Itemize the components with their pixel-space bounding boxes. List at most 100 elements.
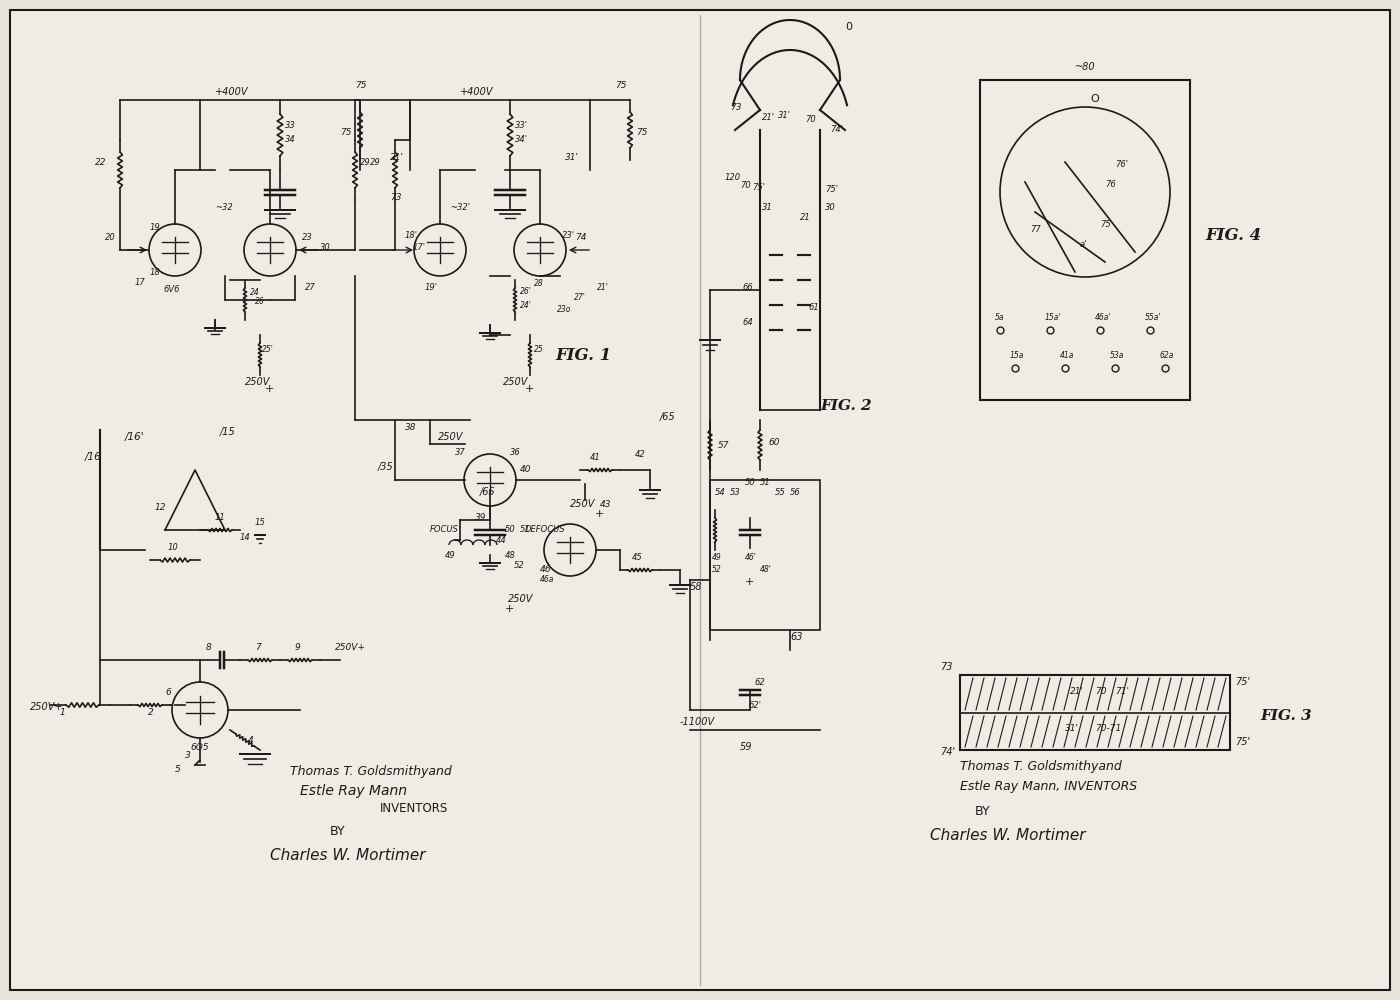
Text: -1100V: -1100V [680, 717, 715, 727]
Text: 70-71: 70-71 [1095, 724, 1121, 733]
Text: ~32': ~32' [449, 203, 470, 212]
Text: 29: 29 [370, 158, 381, 167]
Text: 21: 21 [799, 213, 811, 222]
Text: 50: 50 [745, 478, 756, 487]
Text: 27: 27 [305, 283, 316, 292]
Text: 58: 58 [690, 582, 703, 592]
Text: 250V: 250V [438, 432, 463, 442]
Text: 21': 21' [762, 113, 776, 122]
Text: 75: 75 [615, 81, 627, 90]
Text: 75': 75' [825, 185, 839, 194]
Text: 15a': 15a' [1044, 313, 1061, 322]
Text: 250V: 250V [245, 377, 270, 387]
Text: 26: 26 [255, 297, 265, 306]
Text: 39: 39 [475, 513, 487, 522]
Text: 49: 49 [445, 551, 456, 560]
Text: 23o: 23o [557, 305, 571, 314]
Text: 5: 5 [175, 765, 181, 774]
Text: 42: 42 [636, 450, 645, 459]
Text: 76: 76 [1105, 180, 1116, 189]
Text: 77: 77 [1030, 225, 1040, 234]
Text: 29: 29 [360, 158, 371, 167]
Text: +: + [505, 604, 514, 614]
Text: 75': 75' [1235, 737, 1250, 747]
Bar [980, 80, 1190, 400]
Text: /35: /35 [378, 462, 393, 472]
Text: /65: /65 [659, 412, 676, 422]
Text: 20: 20 [105, 233, 116, 242]
Text: 31': 31' [566, 153, 580, 162]
Text: /15: /15 [220, 427, 235, 437]
Text: 43: 43 [601, 500, 612, 509]
Text: 11: 11 [216, 513, 225, 522]
Text: 6V6: 6V6 [162, 285, 179, 294]
Text: /16: /16 [85, 452, 102, 462]
Text: 71': 71' [1114, 687, 1128, 696]
Text: 26': 26' [519, 287, 532, 296]
Text: 24: 24 [251, 288, 260, 297]
Text: 75': 75' [752, 183, 764, 192]
Text: BY: BY [974, 805, 991, 818]
Text: 30: 30 [825, 203, 836, 212]
Text: Charles W. Mortimer: Charles W. Mortimer [270, 848, 426, 863]
Bar [710, 480, 820, 630]
Text: Estle Ray Mann, INVENTORS: Estle Ray Mann, INVENTORS [960, 780, 1137, 793]
Text: 51: 51 [760, 478, 771, 487]
Text: 1: 1 [60, 708, 66, 717]
Text: 25: 25 [533, 345, 543, 354]
Text: +: + [595, 509, 605, 519]
Text: a': a' [1079, 240, 1088, 249]
Text: 28: 28 [533, 279, 543, 288]
Text: 55: 55 [776, 488, 785, 497]
Text: 30: 30 [321, 243, 330, 252]
Text: 64: 64 [742, 318, 753, 327]
Text: FOCUS: FOCUS [430, 525, 459, 534]
Text: +: + [525, 384, 535, 394]
Text: 49: 49 [713, 553, 722, 562]
Text: 46a: 46a [540, 575, 554, 584]
Text: 31: 31 [762, 203, 773, 212]
Text: 250V+: 250V+ [335, 643, 365, 652]
Text: FIG. 2: FIG. 2 [820, 399, 872, 413]
Text: 23: 23 [302, 233, 312, 242]
Text: 46: 46 [540, 565, 552, 574]
Text: 73: 73 [939, 662, 952, 672]
Text: Thomas T. Goldsmithyand: Thomas T. Goldsmithyand [290, 765, 452, 778]
Text: 57: 57 [718, 441, 729, 450]
Text: 52: 52 [713, 565, 722, 574]
Text: /16': /16' [125, 432, 144, 442]
Text: 8: 8 [206, 643, 211, 652]
Text: 62': 62' [748, 701, 762, 710]
Text: 70: 70 [741, 181, 750, 190]
Text: 62: 62 [755, 678, 764, 687]
Text: Charles W. Mortimer: Charles W. Mortimer [930, 828, 1085, 843]
Text: 25': 25' [262, 345, 274, 354]
Text: +: + [745, 577, 755, 587]
Text: 6: 6 [165, 688, 171, 697]
Text: 31': 31' [778, 111, 791, 120]
Text: 59: 59 [741, 742, 753, 752]
Text: 250V+: 250V+ [29, 702, 63, 712]
Text: 53a: 53a [1110, 351, 1124, 360]
Text: 27': 27' [574, 293, 585, 302]
Text: 56: 56 [790, 488, 801, 497]
Text: 0: 0 [846, 22, 853, 32]
Text: 74': 74' [830, 125, 843, 134]
Text: 45: 45 [631, 553, 643, 562]
Text: 5a: 5a [995, 313, 1005, 322]
Text: +: + [265, 384, 274, 394]
Text: 24': 24' [519, 301, 532, 310]
Text: ~32: ~32 [216, 203, 232, 212]
Text: 19': 19' [426, 283, 438, 292]
Text: FIG. 1: FIG. 1 [554, 347, 612, 364]
Text: 250V: 250V [503, 377, 528, 387]
Text: 17': 17' [413, 243, 426, 252]
Text: 19: 19 [150, 223, 161, 232]
Text: 46a': 46a' [1095, 313, 1112, 322]
Text: 36: 36 [510, 448, 521, 457]
Text: 75': 75' [1235, 677, 1250, 687]
Text: 18: 18 [150, 268, 161, 277]
Text: 66: 66 [742, 283, 753, 292]
Text: 41a: 41a [1060, 351, 1074, 360]
Text: ~80: ~80 [1075, 62, 1096, 72]
